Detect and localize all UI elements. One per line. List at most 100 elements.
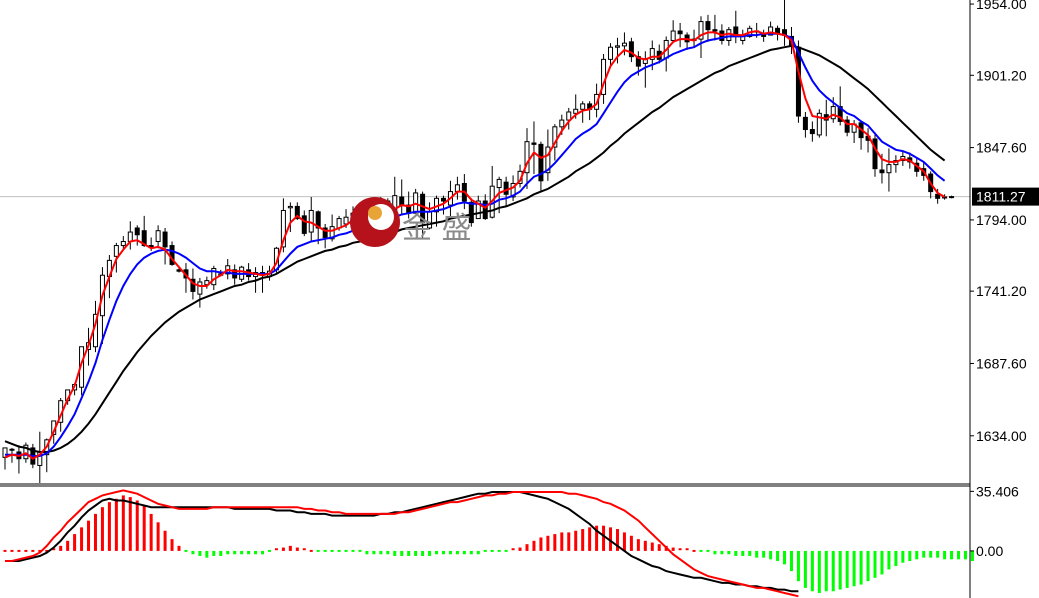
macd-histogram-bar bbox=[121, 495, 125, 551]
candle-body bbox=[482, 200, 488, 220]
macd-histogram-bar bbox=[17, 549, 21, 552]
y-tick-label: 1954.00 bbox=[976, 0, 1027, 12]
macd-histogram-bar bbox=[400, 550, 404, 556]
candle-body bbox=[552, 126, 558, 148]
candle-body bbox=[677, 30, 683, 35]
macd-histogram-bar bbox=[783, 550, 787, 565]
macd-histogram-bar bbox=[407, 550, 411, 556]
candle-body bbox=[698, 21, 704, 40]
macd-histogram-bar bbox=[156, 522, 160, 551]
macd-histogram-bar bbox=[386, 550, 390, 555]
macd-histogram-bar bbox=[93, 513, 97, 551]
osc-tick-label: 35.406 bbox=[976, 483, 1019, 499]
macd-histogram-bar bbox=[692, 549, 696, 552]
macd-histogram-bar bbox=[191, 550, 195, 555]
macd-histogram-bar bbox=[170, 539, 174, 551]
macd-histogram-bar bbox=[128, 497, 132, 551]
macd-histogram-bar bbox=[595, 525, 599, 551]
candle-body bbox=[23, 444, 29, 460]
macd-histogram-bar bbox=[936, 550, 940, 558]
macd-histogram-bar bbox=[776, 550, 780, 561]
macd-histogram-bar bbox=[205, 550, 209, 558]
macd-histogram-bar bbox=[532, 540, 536, 551]
candle-body bbox=[538, 143, 544, 182]
macd-histogram-bar bbox=[574, 530, 578, 551]
macd-histogram-bar bbox=[469, 550, 473, 555]
y-tick-label: 1687.60 bbox=[976, 355, 1027, 371]
logo-text: 金 盛 bbox=[402, 211, 472, 246]
macd-histogram-bar bbox=[588, 527, 592, 551]
ma-fast-line bbox=[4, 29, 946, 460]
candle-body bbox=[475, 200, 481, 220]
macd-histogram-bar bbox=[462, 550, 466, 555]
y-tick-label: 1741.20 bbox=[976, 283, 1027, 299]
macd-histogram-bar bbox=[379, 550, 383, 555]
macd-histogram-bar bbox=[295, 547, 299, 551]
macd-histogram-bar bbox=[149, 513, 153, 551]
candle-body bbox=[141, 230, 147, 247]
candle-body bbox=[621, 42, 627, 47]
candle-body bbox=[879, 169, 885, 174]
candle-body bbox=[580, 103, 586, 110]
macd-histogram-bar bbox=[560, 532, 564, 551]
candle-body bbox=[301, 215, 307, 234]
candle-body bbox=[190, 278, 196, 292]
candle-body bbox=[705, 21, 711, 31]
macd-histogram-bar bbox=[511, 548, 515, 551]
candle-body bbox=[510, 182, 516, 198]
macd-histogram-bar bbox=[845, 550, 849, 588]
macd-histogram-bar bbox=[114, 498, 118, 551]
macd-histogram-bar bbox=[922, 550, 926, 558]
candle-body bbox=[440, 197, 446, 202]
candle-body bbox=[886, 164, 892, 174]
macd-histogram-bar bbox=[824, 550, 828, 592]
macd-histogram-bar bbox=[226, 550, 230, 555]
candle-body bbox=[329, 226, 335, 240]
macd-histogram-bar bbox=[66, 540, 70, 551]
macd-histogram-bar bbox=[59, 545, 63, 551]
macd-histogram-bar bbox=[504, 549, 508, 552]
candle-body bbox=[802, 116, 808, 131]
macd-histogram-bar bbox=[609, 527, 613, 551]
macd-histogram-bar bbox=[10, 549, 14, 552]
macd-histogram-bar bbox=[957, 550, 961, 560]
macd-histogram-bar bbox=[720, 550, 724, 555]
macd-histogram-bar bbox=[309, 549, 313, 552]
macd-histogram-bar bbox=[100, 507, 104, 551]
candle-body bbox=[949, 196, 955, 199]
macd-histogram-bar bbox=[796, 550, 800, 582]
macd-histogram-bar bbox=[31, 549, 35, 552]
macd-histogram-bar bbox=[414, 550, 418, 556]
macd-histogram-bar bbox=[615, 529, 619, 551]
macd-histogram-bar bbox=[45, 549, 49, 552]
candle-body bbox=[197, 281, 203, 295]
macd-histogram-bar bbox=[706, 549, 710, 552]
macd-histogram-bar bbox=[73, 534, 77, 551]
macd-histogram-bar bbox=[838, 550, 842, 590]
macd-histogram-bar bbox=[901, 550, 905, 563]
macd-histogram-bar bbox=[163, 530, 167, 551]
candle-body bbox=[844, 119, 850, 133]
macd-histogram-bar bbox=[734, 550, 738, 556]
macd-histogram-bar bbox=[671, 547, 675, 551]
candle-body bbox=[830, 106, 836, 120]
macd-histogram-bar bbox=[769, 550, 773, 560]
candle-body bbox=[531, 142, 537, 145]
macd-histogram-bar bbox=[107, 502, 111, 551]
candle-body bbox=[343, 216, 349, 225]
macd-histogram-bar bbox=[525, 544, 529, 551]
price-panel bbox=[0, 0, 970, 483]
candle-body bbox=[308, 209, 314, 233]
macd-histogram-bar bbox=[428, 550, 432, 556]
candle-body bbox=[399, 196, 405, 206]
candle-body bbox=[524, 141, 530, 174]
ma-slow-line bbox=[4, 44, 946, 453]
y-tick-label: 1901.20 bbox=[976, 67, 1027, 83]
candle-body bbox=[768, 26, 774, 36]
candle-body bbox=[503, 181, 509, 195]
macd-histogram-bar bbox=[135, 500, 139, 551]
macd-histogram-bar bbox=[497, 549, 501, 552]
macd-histogram-bar bbox=[184, 549, 188, 552]
macd-histogram-bar bbox=[351, 549, 355, 552]
